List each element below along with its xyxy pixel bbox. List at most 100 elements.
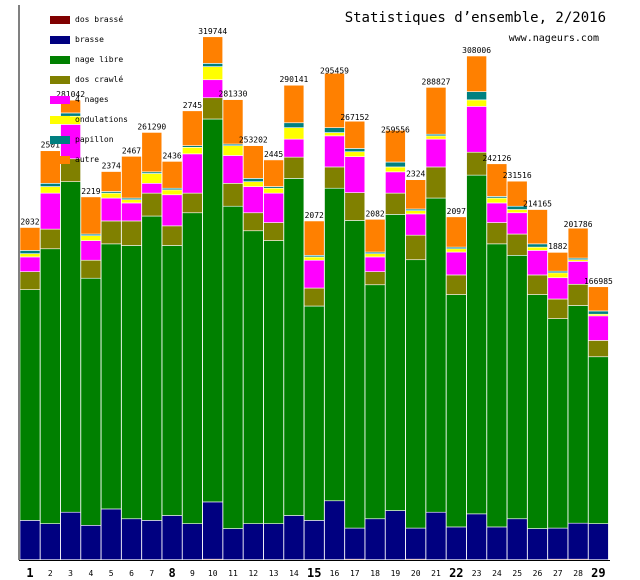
x-tick-label: 19 xyxy=(391,569,401,578)
x-tick-label: 17 xyxy=(350,569,360,578)
bar-segment-autre xyxy=(364,219,386,253)
bar-segment-ondulations xyxy=(243,181,264,187)
bar-segment-autre xyxy=(324,72,345,128)
site-url: www.nageurs.com xyxy=(509,33,599,44)
bar-segment-4-nages xyxy=(80,240,102,261)
bar-segment-4-nages xyxy=(344,156,366,193)
x-tick-label: 28 xyxy=(573,569,583,578)
x-tick-label: 24 xyxy=(492,569,502,578)
bar-segment-4-nages xyxy=(527,250,548,276)
x-tick-label: 25 xyxy=(512,569,522,578)
bar-value-label: 281042 xyxy=(56,90,85,99)
bar-segment-brasse xyxy=(19,520,41,560)
bar-segment-ondulations xyxy=(141,173,163,184)
bar-segment-autre xyxy=(263,159,284,187)
bar-value-label: 281330 xyxy=(219,90,248,99)
bar-segment-nage-libre xyxy=(19,289,41,521)
bar-segment-ondulations xyxy=(547,272,569,279)
bar-segment-papillon xyxy=(344,148,366,153)
bar-segment-autre xyxy=(466,55,487,92)
bar-segment-autre xyxy=(39,150,61,184)
bar-segment-dos-crawlé xyxy=(425,166,447,199)
axes xyxy=(18,5,610,561)
bar-segment-dos-crawlé xyxy=(39,228,61,250)
bar-segment-papillon xyxy=(466,91,487,101)
bar-value-label: 2436 xyxy=(162,151,181,160)
bar-segment-4-nages xyxy=(222,155,244,184)
bar-segment-dos-crawlé xyxy=(121,220,142,246)
bar-segment-autre xyxy=(121,156,142,199)
bar-segment-papillon xyxy=(385,161,406,168)
bar-segment-nage-libre xyxy=(364,284,386,520)
x-tick-label: 8 xyxy=(168,566,175,580)
bar-segment-brasse xyxy=(243,523,264,560)
bar-segment-autre xyxy=(19,227,41,251)
legend-label: brasse xyxy=(75,35,104,44)
bar-segment-nage-libre xyxy=(182,212,203,524)
bars-group xyxy=(19,36,609,561)
bar-segment-nage-libre xyxy=(60,181,81,513)
x-tick-label: 12 xyxy=(248,569,258,578)
bar-segment-brasse xyxy=(80,525,102,560)
x-tick-label: 1 xyxy=(26,566,33,580)
legend-label: autre xyxy=(75,155,99,164)
bar-segment-autre xyxy=(161,161,183,189)
x-tick-label: 26 xyxy=(533,569,543,578)
bar-value-label: 288827 xyxy=(422,77,451,86)
bar-value-label: 253202 xyxy=(239,136,268,145)
bar-segment-nage-libre xyxy=(243,230,264,524)
bar-segment-ondulations xyxy=(364,253,386,258)
bar-value-label: 259556 xyxy=(381,125,410,134)
bar-segment-dos-crawlé xyxy=(385,192,406,215)
bar-segment-4-nages xyxy=(385,171,406,194)
x-tick-label: 21 xyxy=(431,569,441,578)
bar-segment-nage-libre xyxy=(466,174,487,515)
bar-segment-brasse xyxy=(385,510,406,560)
bar-segment-nage-libre xyxy=(527,294,548,529)
bar-value-label: 2467 xyxy=(122,146,141,155)
bar-segment-autre xyxy=(344,120,366,149)
bar-segment-4-nages xyxy=(364,256,386,272)
bar-value-label: 231516 xyxy=(503,171,532,180)
legend-swatch xyxy=(50,156,70,164)
bar-segment-4-nages xyxy=(405,213,427,236)
bar-segment-4-nages xyxy=(121,202,142,222)
bar-segment-ondulations xyxy=(202,66,223,81)
bar-segment-4-nages xyxy=(19,256,41,272)
bar-segment-brasse xyxy=(141,520,163,560)
bar-segment-ondulations xyxy=(182,147,203,155)
bar-value-label: 2745 xyxy=(183,101,202,110)
bar-segment-nage-libre xyxy=(303,305,325,521)
bar-segment-4-nages xyxy=(547,277,569,300)
bar-segment-brasse xyxy=(506,518,528,560)
legend-label: nage libre xyxy=(75,55,123,64)
bar-segment-ondulations xyxy=(527,246,548,251)
bar-segment-autre xyxy=(527,209,548,245)
bar-segment-nage-libre xyxy=(222,205,244,529)
x-tick-label: 23 xyxy=(472,569,482,578)
bar-segment-dos-crawlé xyxy=(243,212,264,232)
x-tick-label: 27 xyxy=(553,569,563,578)
bar-segment-4-nages xyxy=(425,138,447,168)
bar-segment-ondulations xyxy=(19,253,41,258)
bar-segment-dos-crawlé xyxy=(567,283,589,306)
bar-segment-4-nages xyxy=(445,251,467,276)
bar-value-label: 308006 xyxy=(462,46,491,55)
x-tick-label: 5 xyxy=(109,569,114,578)
bar-segment-autre xyxy=(222,99,244,145)
bar-segment-brasse xyxy=(324,500,345,560)
bar-segment-brasse xyxy=(547,527,569,560)
bar-segment-nage-libre xyxy=(100,243,122,510)
bar-value-label: 166985 xyxy=(584,277,613,286)
bar-segment-nage-libre xyxy=(161,245,183,516)
bar-value-label: 295459 xyxy=(320,67,349,76)
bar-segment-dos-crawlé xyxy=(527,274,548,295)
bar-segment-dos-crawlé xyxy=(202,97,223,120)
bar-segment-nage-libre xyxy=(263,240,284,524)
bar-segment-dos-crawlé xyxy=(324,166,345,189)
bar-segment-autre xyxy=(243,145,264,179)
x-tick-label: 15 xyxy=(307,566,321,580)
bar-segment-ondulations xyxy=(39,186,61,194)
bar-segment-ondulations xyxy=(324,132,345,137)
